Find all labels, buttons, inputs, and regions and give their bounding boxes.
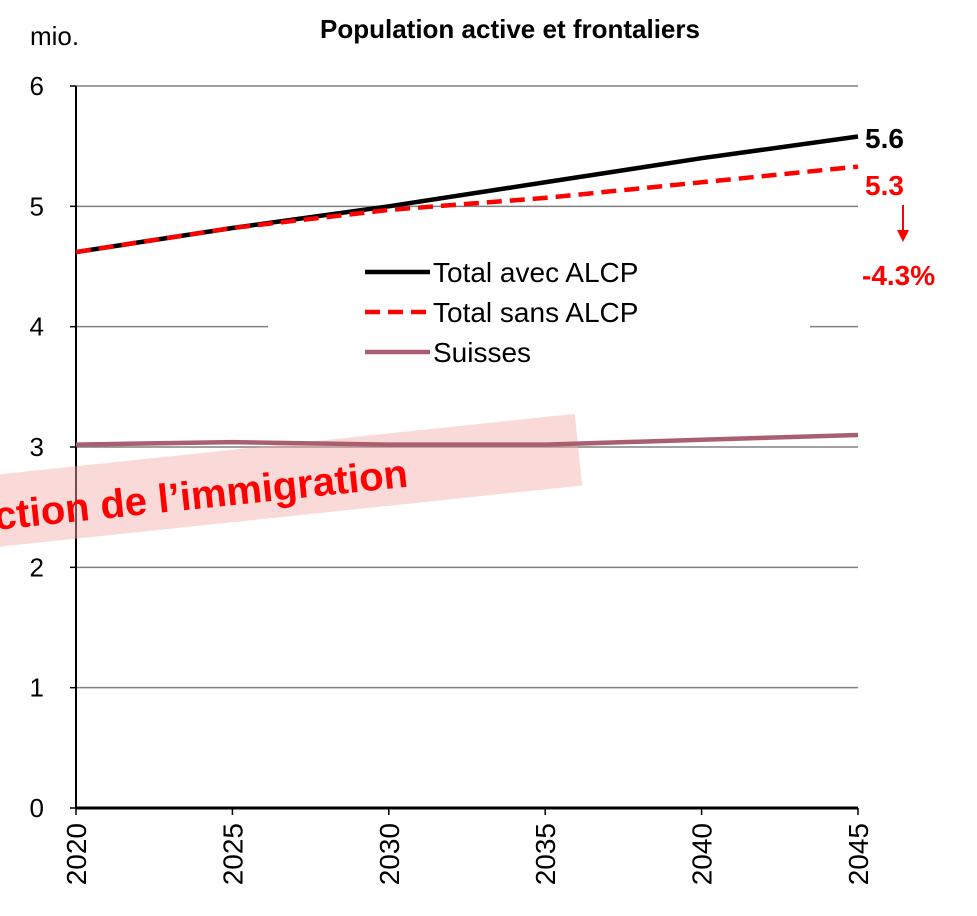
annotation: 5.3 [865,170,904,201]
legend-label: Suisses [433,337,531,368]
y-unit-label: mio. [30,21,79,51]
chart-title: Population active et frontaliers [320,14,700,44]
x-tick-label: 2020 [61,823,92,885]
y-tick-label: 1 [30,673,44,703]
y-tick-label: 4 [30,312,44,342]
legend-label: Total avec ALCP [433,257,638,288]
x-tick-label: 2030 [374,823,405,885]
y-tick-label: 0 [30,793,44,823]
banner-background [0,413,583,550]
annotation: -4.3% [862,260,935,291]
x-tick-label: 2025 [217,823,248,885]
y-tick-label: 3 [30,432,44,462]
x-tick-label: 2035 [530,823,561,885]
y-tick-label: 5 [30,191,44,221]
series-line [75,134,859,255]
x-tick-label: 2040 [687,823,718,885]
legend-background [268,250,810,375]
x-tick-label: 2045 [843,823,874,885]
banner: ction de l’immigration [0,413,583,550]
arrow-head [897,230,909,242]
legend-label: Total sans ALCP [433,297,638,328]
series-line [75,164,859,255]
series-line [75,432,859,447]
y-tick-label: 2 [30,552,44,582]
y-tick-label: 6 [30,71,44,101]
annotation: 5.6 [865,123,904,154]
